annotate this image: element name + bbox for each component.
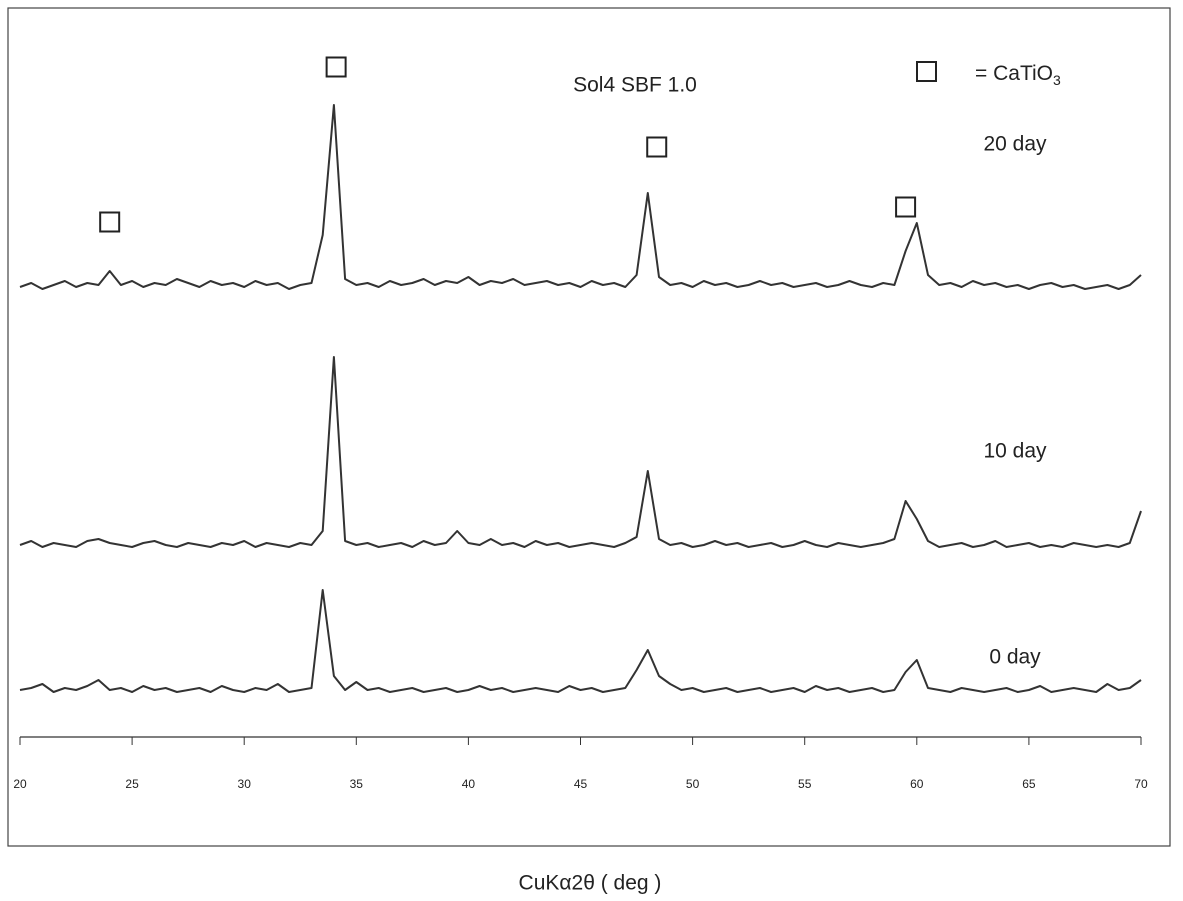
x-tick-label: 30 <box>238 777 252 791</box>
series-label: 0 day <box>989 646 1041 669</box>
x-tick-label: 40 <box>462 777 476 791</box>
series-label: 10 day <box>983 440 1047 463</box>
xrd-pattern <box>19 356 1142 548</box>
legend-label: = CaTiO3 <box>975 62 1061 88</box>
legend-text: = CaTiO <box>975 62 1053 85</box>
legend-subscript: 3 <box>1053 72 1061 88</box>
x-tick-label: 65 <box>1022 777 1036 791</box>
x-tick-label: 45 <box>574 777 588 791</box>
series-label: 20 day <box>983 133 1047 156</box>
plot-frame <box>7 7 1171 847</box>
x-tick-label: 60 <box>910 777 924 791</box>
x-axis-label: CuKα2θ ( deg ) <box>519 872 662 895</box>
phase-marker <box>99 211 121 233</box>
legend-marker <box>916 61 937 82</box>
phase-marker <box>646 136 668 158</box>
x-tick-label: 50 <box>686 777 700 791</box>
x-tick-label: 25 <box>125 777 139 791</box>
x-tick-label: 20 <box>13 777 27 791</box>
x-tick-label: 70 <box>1134 777 1148 791</box>
xrd-pattern <box>19 104 1142 290</box>
chart-title: Sol4 SBF 1.0 <box>573 74 697 97</box>
x-tick-label: 35 <box>350 777 364 791</box>
phase-marker <box>895 196 917 218</box>
x-tick-label: 55 <box>798 777 812 791</box>
phase-marker <box>325 56 347 78</box>
xrd-pattern <box>19 589 1142 693</box>
